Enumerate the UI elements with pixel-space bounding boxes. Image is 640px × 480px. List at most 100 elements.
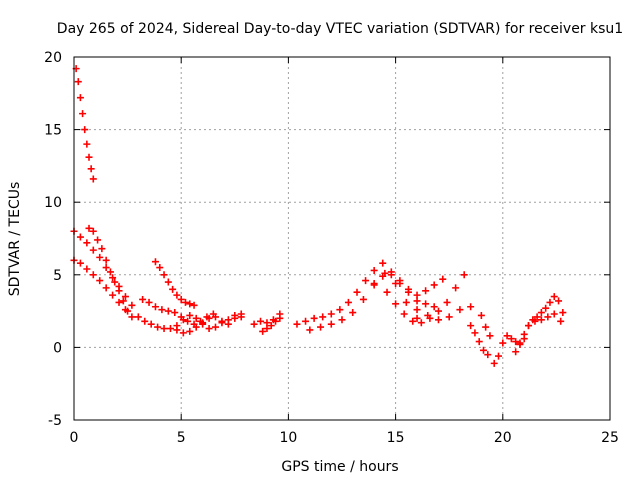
data-point bbox=[495, 352, 503, 360]
data-point bbox=[106, 268, 114, 276]
data-point bbox=[128, 301, 136, 309]
data-point bbox=[109, 291, 117, 299]
data-point bbox=[370, 266, 378, 274]
data-point bbox=[119, 297, 127, 305]
data-point bbox=[124, 307, 132, 315]
data-point bbox=[537, 316, 545, 324]
data-point bbox=[237, 310, 245, 318]
y-tick-label: 20 bbox=[44, 50, 62, 66]
data-point bbox=[409, 317, 417, 325]
data-point bbox=[87, 165, 95, 173]
data-point bbox=[190, 301, 198, 309]
data-point bbox=[392, 280, 400, 288]
data-point bbox=[224, 320, 232, 328]
data-point bbox=[94, 236, 102, 244]
data-point bbox=[379, 272, 387, 280]
data-point bbox=[102, 284, 110, 292]
y-tick-label: 10 bbox=[44, 195, 62, 211]
data-point bbox=[477, 311, 485, 319]
data-point bbox=[336, 306, 344, 314]
data-point bbox=[83, 265, 91, 273]
data-point bbox=[111, 278, 119, 286]
data-point bbox=[154, 323, 162, 331]
data-point bbox=[467, 322, 475, 330]
data-point bbox=[250, 320, 258, 328]
data-point bbox=[192, 314, 200, 322]
data-point bbox=[512, 338, 520, 346]
data-point bbox=[169, 285, 177, 293]
data-point bbox=[121, 293, 129, 301]
data-point bbox=[173, 291, 181, 299]
data-point bbox=[443, 298, 451, 306]
data-point bbox=[160, 271, 168, 279]
series-track-c bbox=[70, 256, 136, 321]
data-point bbox=[151, 258, 159, 266]
data-point bbox=[456, 306, 464, 314]
data-point bbox=[83, 140, 91, 148]
data-point bbox=[344, 298, 352, 306]
data-point bbox=[306, 326, 314, 334]
data-point bbox=[434, 316, 442, 324]
data-point bbox=[139, 295, 147, 303]
y-axis-label: SDTVAR / TECUs bbox=[7, 182, 23, 297]
data-point bbox=[83, 239, 91, 247]
data-point bbox=[276, 314, 284, 322]
y-tick-label: 15 bbox=[44, 123, 62, 139]
series-track-a bbox=[72, 65, 97, 183]
data-point bbox=[404, 285, 412, 293]
data-point bbox=[115, 287, 123, 295]
data-point bbox=[164, 278, 172, 286]
series-track-s bbox=[525, 310, 565, 330]
data-point bbox=[503, 332, 511, 340]
data-point bbox=[79, 110, 87, 118]
data-point bbox=[74, 78, 82, 86]
data-point bbox=[370, 280, 378, 288]
data-point bbox=[272, 317, 280, 325]
data-point bbox=[327, 320, 335, 328]
data-point bbox=[452, 284, 460, 292]
series-track-i bbox=[250, 310, 284, 328]
data-point bbox=[128, 313, 136, 321]
data-point bbox=[507, 335, 515, 343]
data-point bbox=[557, 317, 565, 325]
data-point bbox=[383, 288, 391, 296]
data-point bbox=[359, 295, 367, 303]
data-point bbox=[267, 322, 275, 330]
data-point bbox=[145, 298, 153, 306]
data-point bbox=[310, 314, 318, 322]
data-point bbox=[209, 310, 217, 318]
data-point bbox=[392, 300, 400, 308]
data-point bbox=[259, 327, 267, 335]
x-tick-label: 20 bbox=[494, 430, 512, 446]
data-point bbox=[413, 306, 421, 314]
data-point bbox=[550, 293, 558, 301]
y-tick-label: -5 bbox=[48, 413, 62, 429]
data-point bbox=[484, 351, 492, 359]
data-point bbox=[186, 300, 194, 308]
series-track-b bbox=[70, 227, 136, 309]
data-point bbox=[186, 311, 194, 319]
data-point bbox=[203, 313, 211, 321]
plot-frame bbox=[73, 56, 611, 421]
x-tick-label: 0 bbox=[70, 430, 79, 446]
data-point bbox=[171, 309, 179, 317]
data-point bbox=[434, 307, 442, 315]
series-track-n bbox=[383, 271, 468, 327]
data-point bbox=[89, 246, 97, 254]
data-point bbox=[147, 320, 155, 328]
series-track-o bbox=[413, 303, 494, 340]
data-point bbox=[402, 298, 410, 306]
data-point bbox=[546, 298, 554, 306]
data-point bbox=[379, 259, 387, 267]
data-point bbox=[482, 323, 490, 331]
data-point bbox=[158, 306, 166, 314]
data-point bbox=[480, 346, 488, 354]
series-track-l bbox=[306, 269, 421, 334]
data-point bbox=[413, 314, 421, 322]
data-point bbox=[160, 325, 168, 333]
data-point bbox=[179, 329, 187, 337]
data-point bbox=[115, 298, 123, 306]
data-point bbox=[184, 317, 192, 325]
data-point bbox=[151, 303, 159, 311]
data-point bbox=[537, 309, 545, 317]
